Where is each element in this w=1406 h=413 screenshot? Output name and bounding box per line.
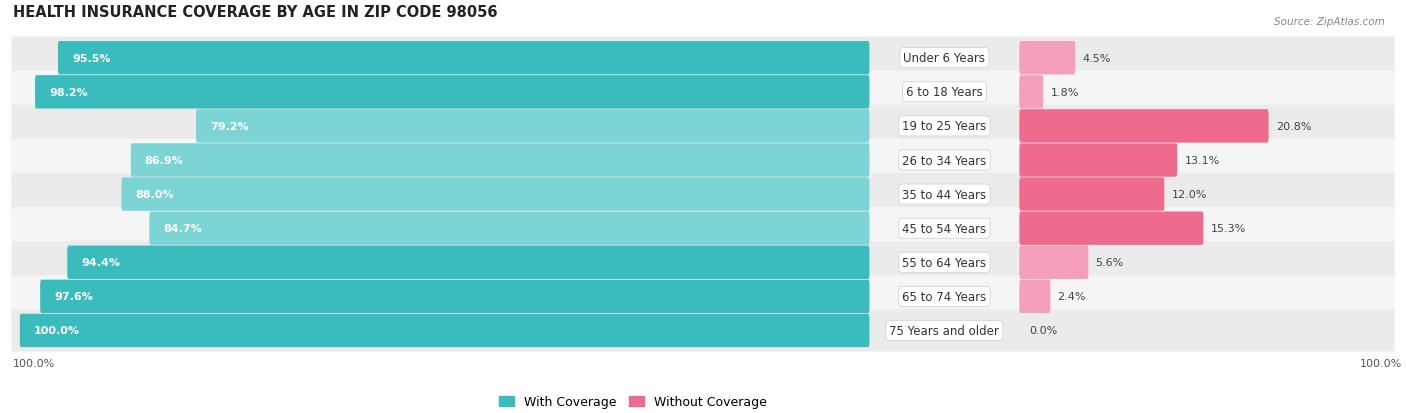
Text: 55 to 64 Years: 55 to 64 Years bbox=[903, 256, 987, 269]
Text: 4.5%: 4.5% bbox=[1083, 54, 1111, 64]
FancyBboxPatch shape bbox=[58, 42, 869, 75]
FancyBboxPatch shape bbox=[121, 178, 869, 211]
Text: 45 to 54 Years: 45 to 54 Years bbox=[903, 222, 987, 235]
Text: HEALTH INSURANCE COVERAGE BY AGE IN ZIP CODE 98056: HEALTH INSURANCE COVERAGE BY AGE IN ZIP … bbox=[13, 5, 498, 19]
Text: 19 to 25 Years: 19 to 25 Years bbox=[903, 120, 987, 133]
FancyBboxPatch shape bbox=[1019, 144, 1177, 177]
Text: 26 to 34 Years: 26 to 34 Years bbox=[903, 154, 987, 167]
Text: 13.1%: 13.1% bbox=[1184, 156, 1220, 166]
Text: 100.0%: 100.0% bbox=[1360, 358, 1402, 368]
FancyBboxPatch shape bbox=[11, 275, 1395, 318]
Text: 20.8%: 20.8% bbox=[1275, 121, 1312, 132]
FancyBboxPatch shape bbox=[131, 144, 869, 177]
Text: 35 to 44 Years: 35 to 44 Years bbox=[903, 188, 987, 201]
FancyBboxPatch shape bbox=[1019, 76, 1043, 109]
Text: 5.6%: 5.6% bbox=[1095, 258, 1123, 268]
Legend: With Coverage, Without Coverage: With Coverage, Without Coverage bbox=[494, 390, 772, 413]
Text: 1.8%: 1.8% bbox=[1050, 88, 1078, 97]
FancyBboxPatch shape bbox=[11, 38, 1395, 80]
Text: 65 to 74 Years: 65 to 74 Years bbox=[903, 290, 987, 303]
Text: 100.0%: 100.0% bbox=[13, 358, 55, 368]
Text: 94.4%: 94.4% bbox=[82, 258, 121, 268]
Text: 86.9%: 86.9% bbox=[145, 156, 184, 166]
FancyBboxPatch shape bbox=[67, 246, 869, 279]
FancyBboxPatch shape bbox=[11, 310, 1395, 352]
Text: Source: ZipAtlas.com: Source: ZipAtlas.com bbox=[1274, 17, 1385, 26]
Text: 84.7%: 84.7% bbox=[163, 223, 202, 234]
FancyBboxPatch shape bbox=[11, 208, 1395, 250]
Text: 6 to 18 Years: 6 to 18 Years bbox=[905, 86, 983, 99]
Text: 15.3%: 15.3% bbox=[1211, 223, 1246, 234]
Text: 12.0%: 12.0% bbox=[1171, 190, 1206, 199]
FancyBboxPatch shape bbox=[1019, 178, 1164, 211]
FancyBboxPatch shape bbox=[1019, 246, 1088, 279]
FancyBboxPatch shape bbox=[11, 173, 1395, 216]
FancyBboxPatch shape bbox=[35, 76, 869, 109]
FancyBboxPatch shape bbox=[11, 140, 1395, 182]
Text: 2.4%: 2.4% bbox=[1057, 292, 1085, 301]
FancyBboxPatch shape bbox=[11, 106, 1395, 148]
Text: Under 6 Years: Under 6 Years bbox=[904, 52, 986, 65]
FancyBboxPatch shape bbox=[20, 314, 869, 347]
FancyBboxPatch shape bbox=[195, 110, 869, 143]
FancyBboxPatch shape bbox=[41, 280, 869, 313]
Text: 79.2%: 79.2% bbox=[209, 121, 249, 132]
Text: 0.0%: 0.0% bbox=[1029, 325, 1057, 336]
FancyBboxPatch shape bbox=[1019, 212, 1204, 245]
FancyBboxPatch shape bbox=[11, 242, 1395, 284]
Text: 88.0%: 88.0% bbox=[135, 190, 174, 199]
Text: 75 Years and older: 75 Years and older bbox=[890, 324, 1000, 337]
Text: 98.2%: 98.2% bbox=[49, 88, 87, 97]
FancyBboxPatch shape bbox=[149, 212, 869, 245]
Text: 100.0%: 100.0% bbox=[34, 325, 80, 336]
Text: 97.6%: 97.6% bbox=[55, 292, 93, 301]
FancyBboxPatch shape bbox=[1019, 42, 1076, 75]
FancyBboxPatch shape bbox=[1019, 280, 1050, 313]
FancyBboxPatch shape bbox=[1019, 110, 1268, 143]
Text: 95.5%: 95.5% bbox=[72, 54, 111, 64]
FancyBboxPatch shape bbox=[11, 71, 1395, 114]
